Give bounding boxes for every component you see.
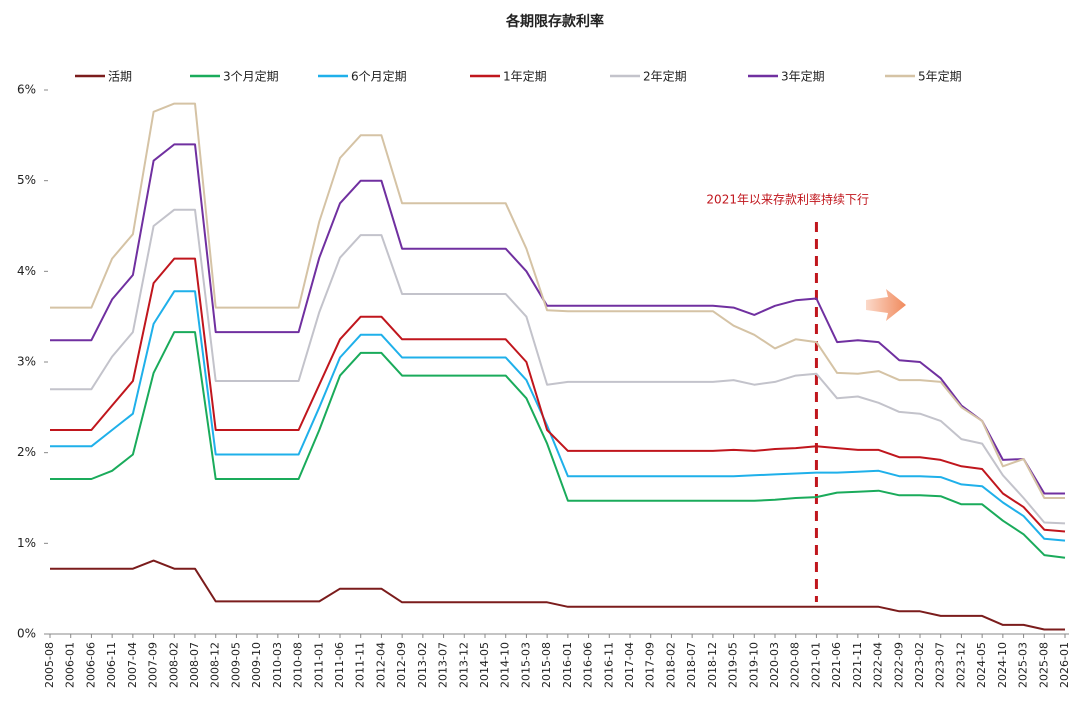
x-tick-label: 2020-08 xyxy=(789,642,802,688)
x-tick-label: 2017-09 xyxy=(644,642,657,688)
x-tick-label: 2021-11 xyxy=(851,642,864,688)
x-tick-label: 2020-03 xyxy=(768,642,781,688)
y-tick-label: 4% xyxy=(17,264,36,278)
x-tick-label: 2019-10 xyxy=(747,642,760,688)
x-tick-label: 2021-06 xyxy=(830,642,843,688)
x-tick-label: 2008-12 xyxy=(209,642,222,688)
x-tick-label: 2013-02 xyxy=(416,642,429,688)
x-tick-label: 2023-02 xyxy=(913,642,926,688)
x-tick-label: 2011-11 xyxy=(354,642,367,688)
x-tick-label: 2016-11 xyxy=(602,642,615,688)
legend-label: 活期 xyxy=(108,70,132,84)
y-tick-label: 2% xyxy=(17,445,36,459)
series-line xyxy=(50,143,1065,495)
chart-title: 各期限存款利率 xyxy=(505,13,604,30)
x-tick-label: 2025-08 xyxy=(1037,642,1050,688)
x-tick-label: 2026-01 xyxy=(1058,642,1071,688)
x-tick-label: 2014-05 xyxy=(478,642,491,688)
x-tick-label: 2007-04 xyxy=(126,642,139,688)
legend-label: 2年定期 xyxy=(643,69,687,84)
x-tick-label: 2012-09 xyxy=(395,642,408,688)
series-line xyxy=(50,290,1066,542)
x-tick-label: 2008-02 xyxy=(167,642,180,688)
legend-label: 5年定期 xyxy=(918,69,962,84)
legend-label: 1年定期 xyxy=(503,69,547,84)
series-line xyxy=(50,208,1066,525)
x-tick-label: 2023-07 xyxy=(934,642,947,688)
x-tick-label: 2009-05 xyxy=(229,642,242,688)
x-tick-label: 2012-04 xyxy=(374,642,387,688)
x-tick-label: 2016-06 xyxy=(582,642,595,688)
x-tick-label: 2008-07 xyxy=(188,642,201,688)
series-line xyxy=(50,559,1065,631)
x-tick-label: 2006-01 xyxy=(64,642,77,688)
x-tick-label: 2015-03 xyxy=(519,642,532,688)
x-tick-label: 2023-12 xyxy=(954,642,967,688)
x-tick-label: 2007-09 xyxy=(147,642,160,688)
x-tick-label: 2024-10 xyxy=(996,642,1009,688)
trend-arrow xyxy=(866,289,906,321)
x-tick-label: 2013-12 xyxy=(457,642,470,688)
x-tick-label: 2005-08 xyxy=(43,642,56,688)
y-tick-label: 3% xyxy=(17,355,36,369)
x-tick-label: 2011-01 xyxy=(312,642,325,688)
x-tick-label: 2010-03 xyxy=(271,642,284,688)
legend-label: 3个月定期 xyxy=(223,69,279,84)
series-line xyxy=(50,257,1066,533)
x-tick-label: 2006-06 xyxy=(84,642,97,688)
x-tick-label: 2010-08 xyxy=(292,642,305,688)
legend-label: 6个月定期 xyxy=(351,69,407,84)
y-tick-label: 5% xyxy=(17,173,36,187)
legend-label: 3年定期 xyxy=(781,69,825,84)
x-tick-label: 2022-09 xyxy=(892,642,905,688)
x-tick-label: 2018-07 xyxy=(685,642,698,688)
x-tick-label: 2025-03 xyxy=(1017,642,1030,688)
y-tick-label: 6% xyxy=(17,83,36,97)
x-tick-label: 2019-05 xyxy=(727,642,740,688)
x-tick-label: 2021-01 xyxy=(809,642,822,688)
x-tick-label: 2009-10 xyxy=(250,642,263,688)
x-tick-label: 2013-07 xyxy=(437,642,450,688)
series-line xyxy=(50,331,1066,559)
x-tick-label: 2014-10 xyxy=(499,642,512,688)
x-tick-label: 2018-02 xyxy=(664,642,677,688)
x-tick-label: 2011-06 xyxy=(333,642,346,688)
x-tick-label: 2018-12 xyxy=(706,642,719,688)
annotation: 2021年以来存款利率持续下行 xyxy=(706,192,869,207)
x-tick-label: 2015-08 xyxy=(540,642,553,688)
x-tick-label: 2017-04 xyxy=(623,642,636,688)
x-tick-label: 2016-01 xyxy=(561,642,574,688)
series-line xyxy=(50,102,1065,499)
x-tick-label: 2024-05 xyxy=(975,642,988,688)
y-tick-label: 0% xyxy=(17,627,36,641)
x-tick-label: 2006-11 xyxy=(105,642,118,688)
x-tick-label: 2022-04 xyxy=(872,642,885,688)
y-tick-label: 1% xyxy=(17,536,36,550)
